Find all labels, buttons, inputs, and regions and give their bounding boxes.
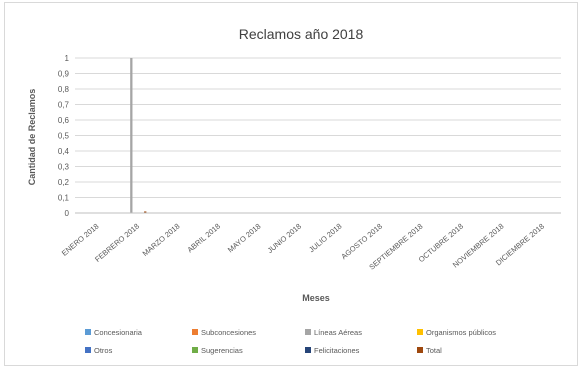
legend-swatch [417,329,423,335]
x-axis-title: Meses [302,293,330,303]
legend-swatch [192,329,198,335]
legend-swatch [192,347,198,353]
legend-label: Felicitaciones [314,346,360,355]
y-tick-label: 0,4 [58,147,70,156]
x-tick-label: JUNIO 2018 [266,222,303,255]
y-axis-title: Cantidad de Reclamos [27,89,37,186]
y-tick-label: 0,6 [58,116,70,125]
y-tick-label: 1 [65,54,70,63]
y-tick-label: 0,7 [58,101,70,110]
legend-label: Sugerencias [201,346,243,355]
bar [130,58,133,213]
bars [130,58,147,213]
x-tick-label: MAYO 2018 [226,222,263,255]
y-axis-ticks: 0 0,1 0,2 0,3 0,4 0,5 0,6 0,7 0,8 0,9 1 [58,54,70,218]
legend: Concesionaria Subconcesiones Líneas Aéreas… [85,328,496,355]
x-tick-label: MARZO 2018 [141,222,182,258]
x-tick-label: ENERO 2018 [60,222,101,258]
x-tick-label: FEBRERO 2018 [93,222,141,264]
legend-label: Subconcesiones [201,328,256,337]
x-tick-label: JULIO 2018 [307,222,343,255]
bar [144,211,147,213]
chart-frame: Reclamos año 2018 0 0,1 0,2 0,3 0,4 0,5 0,6 0,7… [4,2,578,366]
y-tick-label: 0,1 [58,194,70,203]
legend-label: Concesionaria [94,328,143,337]
y-tick-label: 0 [65,209,70,218]
legend-swatch [85,347,91,353]
chart-svg: Reclamos año 2018 0 0,1 0,2 0,3 0,4 0,5 0,6 0,7… [27,26,561,355]
y-tick-label: 0,8 [58,85,70,94]
legend-swatch [85,329,91,335]
x-tick-label: ABRIL 2018 [185,222,222,255]
legend-swatch [305,347,311,353]
gridlines [75,57,561,198]
legend-label: Organismos públicos [426,328,496,337]
y-tick-label: 0,2 [58,178,70,187]
y-tick-label: 0,9 [58,70,70,79]
y-tick-label: 0,5 [58,132,70,141]
legend-swatch [305,329,311,335]
y-tick-label: 0,3 [58,163,70,172]
legend-swatch [417,347,423,353]
legend-label: Total [426,346,442,355]
chart-title: Reclamos año 2018 [239,26,364,42]
legend-label: Líneas Aéreas [314,328,362,337]
legend-label: Otros [94,346,113,355]
